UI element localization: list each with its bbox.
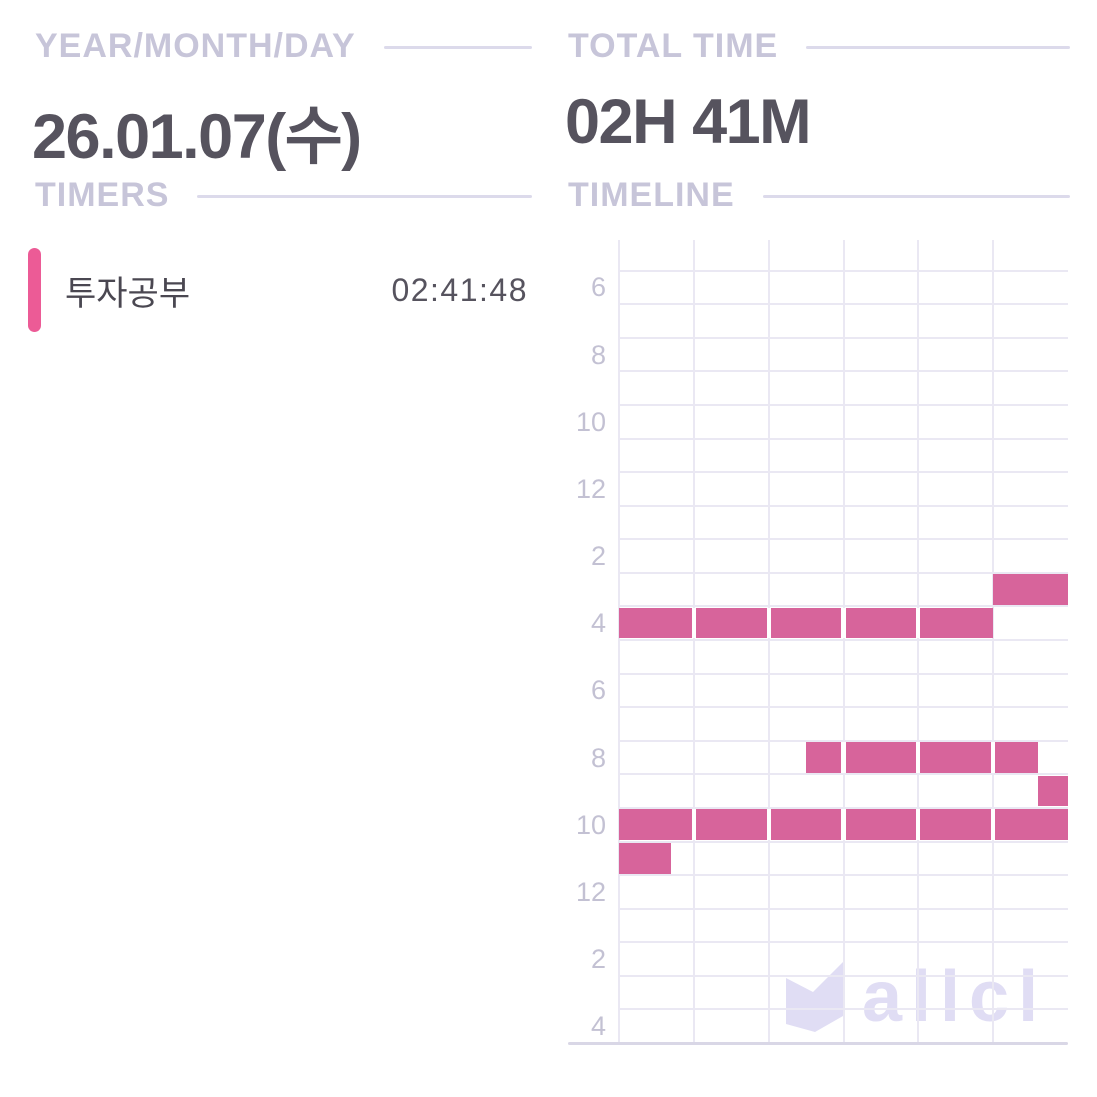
- grid-line-horizontal: [619, 639, 1068, 641]
- session-block: [806, 742, 842, 773]
- timer-list-item[interactable]: 투자공부 02:41:48: [28, 248, 528, 332]
- total-time-value: 02H 41M: [565, 87, 812, 157]
- session-block: [845, 809, 917, 840]
- x-axis-line: [568, 1042, 1068, 1045]
- grid-line-horizontal: [619, 403, 1068, 406]
- grid-line-horizontal: [619, 941, 1068, 944]
- session-block: [619, 607, 692, 639]
- grid-line-horizontal: [619, 336, 1068, 339]
- session-segment-underlay: [619, 809, 1068, 840]
- grid-line-horizontal: [619, 840, 1068, 843]
- grid-line-horizontal: [619, 538, 1068, 541]
- hour-axis-label: 12: [575, 473, 606, 504]
- grid-line-horizontal: [619, 504, 1068, 507]
- hour-axis-label: 6: [590, 272, 606, 303]
- grid-line-horizontal: [619, 974, 1068, 977]
- timer-elapsed-time: 02:41:48: [391, 271, 528, 308]
- total-time-section-header: TOTAL TIME: [568, 26, 1070, 65]
- timer-color-bar: [28, 248, 41, 332]
- hour-axis-label: 8: [590, 339, 606, 370]
- session-block: [845, 742, 917, 773]
- timeline-section-header: TIMELINE: [568, 175, 1070, 214]
- header-rule: [762, 194, 1070, 198]
- total-time-header-label: TOTAL TIME: [568, 26, 779, 65]
- grid-line-vertical: [618, 240, 620, 1042]
- grid-line-vertical: [692, 240, 695, 1042]
- grid-line-vertical: [767, 240, 770, 1042]
- hour-axis-label: 12: [575, 876, 606, 907]
- grid-line-horizontal: [619, 907, 1068, 910]
- session-block: [619, 843, 672, 874]
- hour-axis-label: 2: [590, 944, 606, 975]
- timeline-chart: allcl 6 8 10 12 2 4 6 8 10 12 2 4: [560, 237, 1075, 1049]
- grid-line-horizontal: [619, 571, 1068, 574]
- hour-axis-label: 10: [575, 406, 606, 437]
- session-block: [1038, 775, 1068, 807]
- grid-line-horizontal: [619, 303, 1068, 306]
- grid-line-horizontal: [619, 471, 1068, 474]
- grid-line-horizontal: [619, 706, 1068, 709]
- grid-line-vertical: [992, 240, 995, 1042]
- bookmark-logo-icon: [786, 962, 843, 1032]
- grid-line-vertical: [842, 240, 845, 1042]
- session-block: [995, 809, 1068, 840]
- session-block: [770, 809, 842, 840]
- session-block: [995, 742, 1039, 773]
- hour-axis-label: 6: [590, 675, 606, 706]
- grid-line-horizontal: [619, 806, 1068, 809]
- header-rule: [197, 194, 532, 198]
- date-section-header: YEAR/MONTH/DAY: [35, 26, 532, 65]
- grid-line-horizontal: [619, 437, 1068, 440]
- hour-axis-label: 4: [590, 608, 606, 639]
- app-watermark: allcl: [786, 959, 1047, 1035]
- grid-line-vertical: [917, 240, 920, 1042]
- date-header-label: YEAR/MONTH/DAY: [35, 26, 356, 65]
- grid-line-horizontal: [619, 773, 1068, 776]
- session-block: [920, 607, 994, 639]
- grid-line-horizontal: [619, 1008, 1068, 1011]
- timer-name: 투자공부: [65, 274, 191, 313]
- hour-axis-label: 8: [590, 742, 606, 773]
- header-rule: [806, 45, 1070, 49]
- grid-line-horizontal: [619, 672, 1068, 675]
- hour-axis-label: 10: [575, 809, 606, 840]
- session-block: [619, 809, 692, 840]
- grid-line-horizontal: [619, 874, 1068, 877]
- grid-line-horizontal: [619, 370, 1068, 373]
- session-block: [920, 809, 992, 840]
- timers-section-header: TIMERS: [35, 175, 532, 214]
- watermark-brand-text: allcl: [862, 957, 1048, 1037]
- date-value: 26.01.07(수): [32, 102, 362, 172]
- session-block: [695, 809, 767, 840]
- header-rule: [383, 45, 532, 49]
- session-block: [920, 742, 992, 773]
- session-block: [770, 607, 842, 639]
- session-block: [993, 574, 1068, 605]
- session-block: [695, 607, 767, 639]
- timers-header-label: TIMERS: [35, 175, 170, 214]
- grid-line-horizontal: [619, 605, 1068, 608]
- timeline-header-label: TIMELINE: [568, 175, 735, 214]
- session-block: [845, 607, 917, 639]
- grid-line-horizontal: [619, 739, 1068, 742]
- grid-line-horizontal: [619, 269, 1068, 272]
- hour-axis-label: 2: [590, 541, 606, 572]
- hour-axis-label: 4: [590, 1011, 606, 1042]
